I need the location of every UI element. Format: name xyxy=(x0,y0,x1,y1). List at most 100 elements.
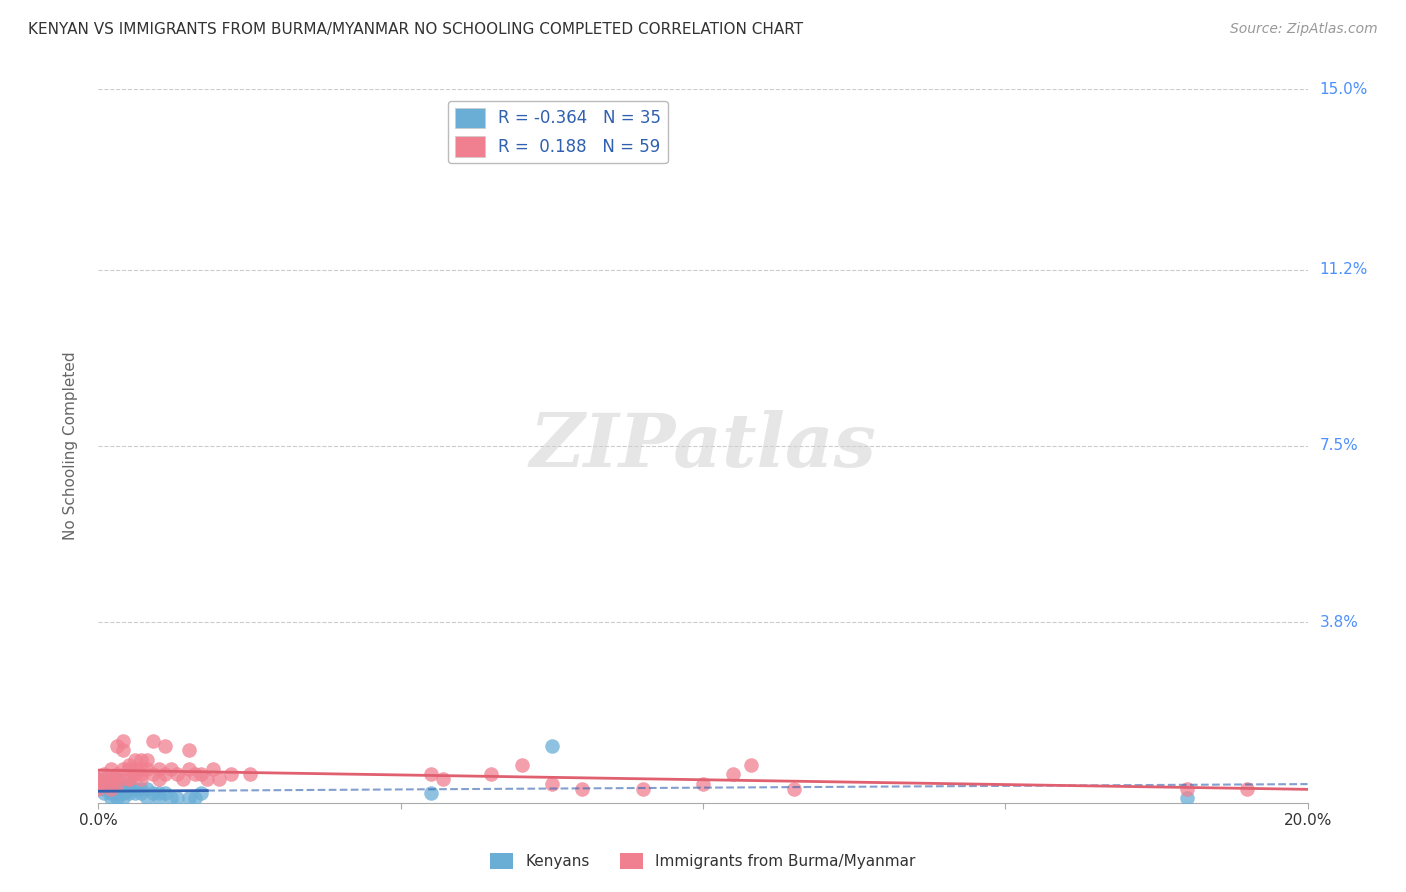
Point xyxy=(105,777,128,791)
Point xyxy=(87,772,110,786)
Point xyxy=(239,767,262,781)
Point xyxy=(129,781,152,796)
Point xyxy=(129,772,152,786)
Point xyxy=(135,791,157,805)
Text: KENYAN VS IMMIGRANTS FROM BURMA/MYANMAR NO SCHOOLING COMPLETED CORRELATION CHART: KENYAN VS IMMIGRANTS FROM BURMA/MYANMAR … xyxy=(28,22,803,37)
Point xyxy=(190,767,212,781)
Point xyxy=(166,791,188,805)
Point xyxy=(111,763,134,777)
Point xyxy=(93,781,115,796)
Point xyxy=(100,781,122,796)
Point xyxy=(87,781,110,796)
Point xyxy=(1236,781,1258,796)
Text: Source: ZipAtlas.com: Source: ZipAtlas.com xyxy=(1230,22,1378,37)
Point xyxy=(118,772,141,786)
Point xyxy=(160,791,183,805)
Point xyxy=(184,767,207,781)
Text: 7.5%: 7.5% xyxy=(1320,439,1358,453)
Point xyxy=(111,786,134,800)
Point xyxy=(177,763,201,777)
Point xyxy=(111,781,134,796)
Point xyxy=(124,786,146,800)
Text: 15.0%: 15.0% xyxy=(1320,82,1368,96)
Point xyxy=(510,757,533,772)
Point xyxy=(740,757,762,772)
Point xyxy=(124,763,146,777)
Point xyxy=(153,739,176,753)
Point xyxy=(100,791,122,805)
Point xyxy=(111,791,134,805)
Point xyxy=(100,786,122,800)
Point xyxy=(124,781,146,796)
Point xyxy=(124,767,146,781)
Point xyxy=(111,743,134,757)
Point xyxy=(100,781,122,796)
Point xyxy=(105,739,128,753)
Point xyxy=(105,791,128,805)
Point xyxy=(129,763,152,777)
Point xyxy=(135,781,157,796)
Point xyxy=(190,786,212,800)
Point xyxy=(105,772,128,786)
Point xyxy=(118,772,141,786)
Point xyxy=(142,734,165,748)
Point xyxy=(202,763,225,777)
Legend: Kenyans, Immigrants from Burma/Myanmar: Kenyans, Immigrants from Burma/Myanmar xyxy=(484,847,922,875)
Point xyxy=(105,767,128,781)
Point xyxy=(142,767,165,781)
Point xyxy=(419,786,441,800)
Point xyxy=(93,786,115,800)
Point xyxy=(118,781,141,796)
Point xyxy=(129,786,152,800)
Point xyxy=(93,777,115,791)
Point xyxy=(540,739,562,753)
Point xyxy=(129,753,152,767)
Point xyxy=(172,772,194,786)
Point xyxy=(129,767,152,781)
Point xyxy=(419,767,441,781)
Point xyxy=(124,753,146,767)
Point xyxy=(177,791,201,805)
Point xyxy=(481,767,503,781)
Point xyxy=(631,781,654,796)
Point xyxy=(148,772,170,786)
Point xyxy=(87,772,110,786)
Point xyxy=(177,743,201,757)
Point xyxy=(93,772,115,786)
Point xyxy=(148,791,170,805)
Point xyxy=(153,786,176,800)
Point xyxy=(105,786,128,800)
Point xyxy=(1175,791,1198,805)
Point xyxy=(208,772,231,786)
Y-axis label: No Schooling Completed: No Schooling Completed xyxy=(63,351,77,541)
Point xyxy=(105,781,128,796)
Point xyxy=(692,777,714,791)
Point xyxy=(148,786,170,800)
Point xyxy=(148,763,170,777)
Point xyxy=(105,772,128,786)
Text: 3.8%: 3.8% xyxy=(1320,615,1358,630)
Point xyxy=(221,767,243,781)
Point xyxy=(432,772,454,786)
Point xyxy=(1175,781,1198,796)
Point xyxy=(540,777,562,791)
Point xyxy=(93,772,115,786)
Point xyxy=(195,772,218,786)
Point xyxy=(100,772,122,786)
Point xyxy=(135,763,157,777)
Point xyxy=(111,734,134,748)
Point xyxy=(93,767,115,781)
Point xyxy=(100,763,122,777)
Point xyxy=(153,767,176,781)
Legend: R = -0.364   N = 35, R =  0.188   N = 59: R = -0.364 N = 35, R = 0.188 N = 59 xyxy=(449,101,668,163)
Point xyxy=(118,786,141,800)
Point xyxy=(142,786,165,800)
Point xyxy=(87,777,110,791)
Point xyxy=(160,763,183,777)
Text: 11.2%: 11.2% xyxy=(1320,262,1368,277)
Point xyxy=(166,767,188,781)
Text: ZIPatlas: ZIPatlas xyxy=(530,409,876,483)
Point xyxy=(118,777,141,791)
Point xyxy=(118,757,141,772)
Point xyxy=(571,781,593,796)
